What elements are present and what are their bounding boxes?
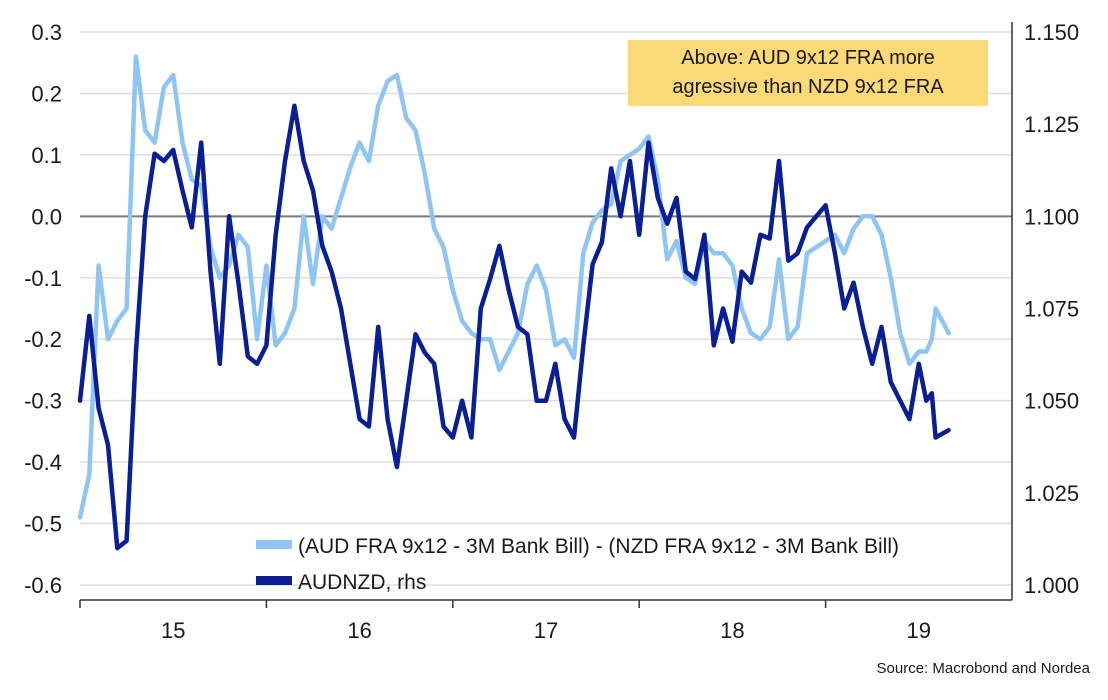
- y-left-tick-label: -0.2: [24, 327, 62, 352]
- y-axis-left: 0.3 0.2 0.1 0.0 -0.1 -0.2 -0.3 -0.4 -0.5 -0.6: [24, 20, 62, 598]
- y-right-tick-label: 1.025: [1024, 481, 1079, 506]
- legend-label-audnzd: AUDNZD, rhs: [298, 571, 426, 594]
- grid-lines: [80, 31, 1012, 586]
- source-note: Source: Macrobond and Nordea: [876, 660, 1090, 677]
- x-tick-label: 19: [907, 618, 931, 643]
- y-right-tick-label: 1.125: [1024, 112, 1079, 137]
- y-left-tick-label: -0.5: [24, 512, 62, 537]
- x-tick-label: 16: [347, 618, 371, 643]
- x-tick-label: 17: [534, 618, 558, 643]
- x-axis: 15 16 17 18 19: [79, 599, 1012, 643]
- plot-series: [77, 54, 951, 551]
- x-tick-label: 15: [161, 618, 185, 643]
- y-axis-right: 1.150 1.125 1.100 1.075 1.050 1.025 1.000: [1011, 20, 1079, 600]
- y-right-tick-label: 1.050: [1024, 389, 1079, 414]
- series-line-audnzd: [77, 103, 951, 551]
- y-left-tick-label: 0.0: [31, 204, 62, 229]
- legend-swatch-dark: [256, 576, 292, 585]
- y-left-tick-label: 0.2: [31, 81, 62, 106]
- y-right-tick-label: 1.075: [1024, 297, 1079, 322]
- legend-label-spread: (AUD FRA 9x12 - 3M Bank Bill) - (NZD FRA…: [298, 535, 899, 558]
- x-tick-label: 18: [720, 618, 744, 643]
- annotation-box: Above: AUD 9x12 FRA more agressive than …: [628, 40, 988, 106]
- annotation-text-line1: Above: AUD 9x12 FRA more: [681, 47, 934, 69]
- y-right-tick-label: 1.100: [1024, 204, 1079, 229]
- y-left-tick-label: -0.3: [24, 389, 62, 414]
- y-left-tick-label: -0.6: [24, 573, 62, 598]
- y-left-tick-label: -0.1: [24, 266, 62, 291]
- y-left-tick-label: 0.3: [31, 20, 62, 45]
- legend-swatch-light: [256, 540, 292, 549]
- y-right-tick-label: 1.150: [1024, 20, 1079, 45]
- y-right-tick-label: 1.000: [1024, 573, 1079, 598]
- legend: (AUD FRA 9x12 - 3M Bank Bill) - (NZD FRA…: [256, 535, 899, 594]
- annotation-text-line2: agressive than NZD 9x12 FRA: [672, 76, 944, 98]
- y-left-tick-label: -0.4: [24, 450, 62, 475]
- y-left-tick-label: 0.1: [31, 143, 62, 168]
